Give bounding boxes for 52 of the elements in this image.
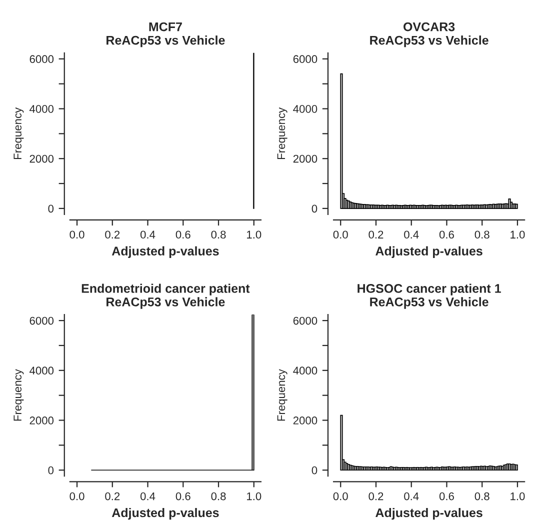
y-tick-label: 2000 bbox=[293, 154, 318, 163]
x-tick-label: 0.8 bbox=[474, 230, 490, 239]
y-tick-label: 4000 bbox=[30, 105, 54, 113]
x-axis-title: Adjusted p-values bbox=[376, 246, 482, 258]
y-tick-label: 0 bbox=[48, 466, 54, 474]
x-tick-label: 0.6 bbox=[176, 230, 190, 239]
y-tick-label: 6000 bbox=[293, 316, 318, 325]
x-tick-label: 0.2 bbox=[368, 230, 384, 239]
y-tick-label: 4000 bbox=[293, 366, 318, 375]
x-axis-title: Adjusted p-values bbox=[112, 246, 219, 258]
chart-title: HGSOC cancer patient 1 ReACp53 vs Vehicle bbox=[358, 284, 501, 309]
x-tick-label: 0.2 bbox=[105, 492, 120, 500]
y-axis-title: Frequency bbox=[277, 369, 288, 421]
x-tick-label: 0.8 bbox=[474, 492, 490, 500]
y-tick-label: 2000 bbox=[30, 416, 54, 424]
x-tick-label: 1.0 bbox=[247, 492, 262, 500]
x-tick-label: 0.8 bbox=[211, 230, 226, 239]
x-tick-label: 0.0 bbox=[70, 492, 84, 500]
x-tick-label: 0.4 bbox=[404, 492, 419, 500]
y-axis-title: Frequency bbox=[14, 369, 24, 421]
x-tick-label: 0.6 bbox=[439, 230, 454, 239]
x-tick-label: 0.6 bbox=[439, 492, 454, 500]
y-tick-label: 0 bbox=[312, 204, 318, 213]
y-tick-label: 2000 bbox=[30, 154, 54, 163]
x-tick-label: 0.4 bbox=[140, 492, 156, 500]
y-tick-label: 6000 bbox=[293, 55, 318, 64]
x-tick-label: 0.2 bbox=[368, 492, 384, 500]
x-axis-title: Adjusted p-values bbox=[376, 508, 482, 520]
y-axis-title: Frequency bbox=[14, 107, 24, 159]
x-tick-label: 1.0 bbox=[510, 492, 525, 500]
y-tick-label: 0 bbox=[312, 466, 318, 474]
y-tick-label: 2000 bbox=[293, 416, 318, 424]
y-tick-label: 4000 bbox=[30, 366, 54, 375]
chart-title: OVCAR3 ReACp53 vs Vehicle bbox=[370, 22, 488, 48]
y-tick-label: 6000 bbox=[30, 55, 54, 64]
x-tick-label: 1.0 bbox=[510, 230, 525, 239]
x-axis-title: Adjusted p-values bbox=[112, 508, 219, 520]
x-tick-label: 0.4 bbox=[140, 230, 156, 239]
y-tick-label: 0 bbox=[48, 204, 54, 213]
x-tick-label: 0.8 bbox=[211, 492, 226, 500]
x-tick-label: 0.4 bbox=[404, 230, 419, 239]
y-tick-label: 6000 bbox=[30, 316, 54, 325]
x-tick-label: 1.0 bbox=[247, 230, 262, 239]
x-tick-label: 0.0 bbox=[333, 492, 348, 500]
x-tick-label: 0.0 bbox=[333, 230, 348, 239]
chart-title: MCF7 ReACp53 vs Vehicle bbox=[106, 22, 225, 48]
y-tick-label: 4000 bbox=[293, 105, 318, 113]
chart-title: Endometrioid cancer patient ReACp53 vs Vehicle bbox=[82, 284, 250, 309]
x-tick-label: 0.2 bbox=[105, 230, 120, 239]
y-axis-title: Frequency bbox=[277, 107, 288, 159]
x-tick-label: 0.6 bbox=[176, 492, 190, 500]
x-tick-label: 0.0 bbox=[70, 230, 84, 239]
